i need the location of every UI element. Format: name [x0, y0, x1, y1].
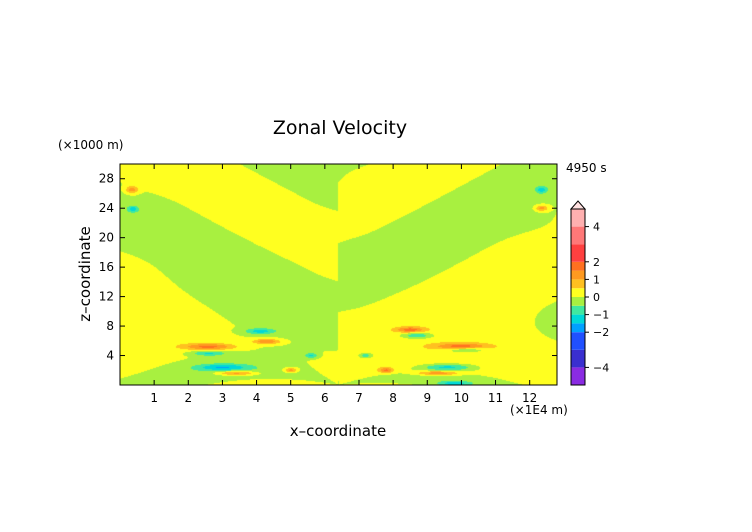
x-tick-label: 4 — [253, 391, 261, 405]
colorbar-level — [571, 244, 585, 262]
x-unit-label: (×1E4 m) — [510, 403, 568, 417]
colorbar-level — [571, 332, 585, 350]
x-tick-label: 10 — [454, 391, 469, 405]
time-label: 4950 s — [566, 161, 607, 175]
x-tick-label: 11 — [488, 391, 503, 405]
colorbar-level — [571, 323, 585, 333]
colorbar-level — [571, 226, 585, 245]
colorbar-tick-label: −4 — [593, 361, 609, 374]
colorbar-tick-label: 1 — [593, 273, 600, 286]
heatmap-field — [120, 164, 557, 385]
colorbar-level — [571, 288, 585, 297]
velocity-field-image — [120, 164, 557, 385]
y-tick-label: 16 — [99, 260, 114, 274]
colorbar-level — [571, 270, 585, 280]
x-tick-label: 3 — [219, 391, 227, 405]
colorbar-tick-label: 2 — [593, 256, 600, 269]
colorbar-tick-label: 0 — [593, 291, 600, 304]
y-tick-label: 12 — [99, 290, 114, 304]
y-axis-label: z–coordinate — [76, 226, 94, 321]
y-unit-label: (×1000 m) — [58, 138, 123, 152]
chart-title: Zonal Velocity — [273, 117, 407, 139]
colorbar-level — [571, 305, 585, 315]
x-tick-label: 8 — [389, 391, 397, 405]
colorbar-level — [571, 349, 585, 368]
colorbar-level — [571, 279, 585, 289]
colorbar-tick-label: −2 — [593, 326, 609, 339]
y-tick-label: 28 — [99, 172, 114, 186]
x-tick-label: 1 — [150, 391, 158, 405]
y-tick-label: 8 — [106, 319, 114, 333]
x-axis-label: x–coordinate — [290, 422, 386, 440]
x-tick-label: 7 — [355, 391, 363, 405]
colorbar-level — [571, 209, 585, 227]
x-tick-label: 2 — [184, 391, 192, 405]
colorbar-tick-label: 4 — [593, 221, 600, 234]
y-tick-label: 4 — [106, 349, 114, 363]
y-tick-label: 24 — [99, 201, 114, 215]
x-tick-label: 9 — [423, 391, 431, 405]
colorbar-level — [571, 314, 585, 324]
colorbar-extend-arrow — [569, 200, 587, 210]
y-axis: 4 8 12 16 20 24 28 — [99, 172, 557, 363]
colorbar-tick-label: −1 — [593, 309, 609, 322]
colorbar: 4 2 1 0 −1 −2 −4 — [569, 200, 609, 386]
x-tick-label: 12 — [522, 391, 537, 405]
colorbar-level — [571, 367, 585, 385]
y-tick-label: 20 — [99, 231, 114, 245]
x-tick-label: 6 — [321, 391, 329, 405]
x-tick-label: 5 — [287, 391, 295, 405]
colorbar-level — [571, 261, 585, 271]
colorbar-level — [571, 297, 585, 306]
plot-frame — [119, 163, 558, 386]
x-axis: 1 2 3 4 5 6 7 8 9 10 11 12 — [150, 164, 537, 405]
